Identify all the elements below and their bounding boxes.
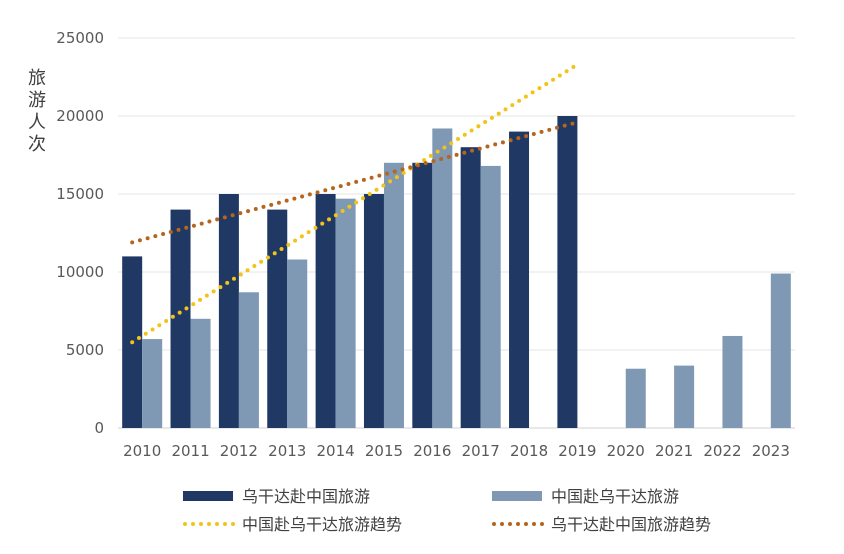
x-tick-label: 2012 [220,442,258,460]
y-tick-label: 20000 [56,107,104,125]
bar-cn-to-ug-2020 [625,368,646,428]
x-tick-label: 2016 [413,442,451,460]
bar-cn-to-ug-2012 [238,292,259,428]
bar-cn-to-ug-2016 [432,128,453,429]
y-tick-label: 5000 [66,341,104,359]
y-axis-label: 旅游人次 [28,68,46,155]
x-tick-label: 2020 [607,442,645,460]
bars [122,116,791,429]
legend-label: 乌干达赴中国旅游趋势 [551,515,711,534]
bar-cn-to-ug-2015 [383,162,404,429]
bar-cn-to-ug-2017 [480,165,501,429]
legend-cn-to-ug-trend: 中国赴乌干达旅游趋势 [183,515,402,534]
bar-ug-to-cn-2017 [460,147,481,428]
x-tick-label: 2011 [171,442,209,460]
bar-cn-to-ug-2023 [770,273,791,428]
bar-cn-to-ug-2022 [722,335,743,428]
x-tick-label: 2019 [558,442,596,460]
legend-ug-to-cn: 乌干达赴中国旅游 [183,487,370,506]
legend-cn-to-ug: 中国赴乌干达旅游 [492,487,679,506]
x-tick-label: 2015 [365,442,403,460]
x-tick-label: 2017 [462,442,500,460]
legend-label: 乌干达赴中国旅游 [242,487,370,506]
bar-ug-to-cn-2015 [363,194,384,428]
y-tick-label: 0 [94,419,104,437]
legend-ug-to-cn-trend: 乌干达赴中国旅游趋势 [492,515,711,534]
x-tick-label: 2010 [123,442,161,460]
trendline-cn-to-ug [130,62,580,345]
y-tick-label: 10000 [56,263,104,281]
axes: 0 5000 10000 15000 20000 25000 2010 2011 2012 201… [56,29,790,460]
bar-cn-to-ug-2021 [674,365,695,428]
bar-ug-to-cn-2016 [412,162,433,429]
x-tick-label: 2022 [703,442,741,460]
x-tick-label: 2021 [655,442,693,460]
x-tick-label: 2023 [752,442,790,460]
bar-ug-to-cn-2011 [170,209,191,428]
x-tick-label: 2014 [317,442,355,460]
bar-cn-to-ug-2014 [335,198,356,428]
legend-label: 中国赴乌干达旅游 [551,487,679,506]
y-tick-label: 15000 [56,185,104,203]
bar-ug-to-cn-2012 [218,194,239,428]
bar-ug-to-cn-2018 [509,131,530,428]
legend-swatch [492,491,542,501]
trend-lines [130,62,580,345]
bar-cn-to-ug-2011 [190,318,211,428]
bar-ug-to-cn-2019 [557,116,578,428]
y-tick-label: 25000 [56,29,104,47]
bar-ug-to-cn-2013 [267,209,288,428]
legend-swatch [183,491,233,501]
x-tick-label: 2013 [268,442,306,460]
x-tick-label: 2018 [510,442,548,460]
bar-cn-to-ug-2010 [142,339,163,428]
bar-cn-to-ug-2013 [287,259,308,428]
legend-label: 中国赴乌干达旅游趋势 [242,515,402,534]
bar-ug-to-cn-2014 [315,194,336,428]
trendline-ug-to-cn [130,120,580,245]
